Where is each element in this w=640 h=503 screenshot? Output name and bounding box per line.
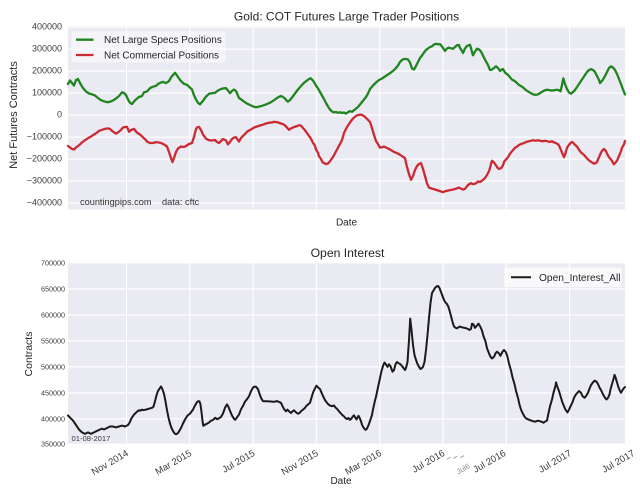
svg-text:Date: Date [336, 218, 358, 229]
svg-text:Contracts: Contracts [23, 332, 35, 377]
svg-text:Net Large Specs Positions: Net Large Specs Positions [104, 35, 222, 46]
svg-text:01-08-2017: 01-08-2017 [72, 434, 111, 443]
svg-text:650000: 650000 [41, 284, 65, 293]
svg-text:700000: 700000 [41, 258, 65, 267]
svg-text:Open Interest: Open Interest [311, 246, 385, 260]
svg-text:500000: 500000 [41, 362, 65, 371]
svg-text:300000: 300000 [32, 43, 62, 53]
svg-text:600000: 600000 [41, 310, 65, 319]
svg-text:−400000: −400000 [27, 197, 62, 207]
svg-text:−300000: −300000 [27, 175, 62, 185]
svg-text:400000: 400000 [32, 21, 62, 31]
svg-text:data: cftc: data: cftc [162, 197, 200, 207]
svg-text:550000: 550000 [41, 336, 65, 345]
svg-text:−100000: −100000 [27, 131, 62, 141]
svg-text:200000: 200000 [32, 65, 62, 75]
svg-text:−200000: −200000 [27, 153, 62, 163]
svg-text:Date: Date [330, 476, 352, 487]
svg-text:Net Commercial Positions: Net Commercial Positions [104, 51, 219, 62]
svg-text:Gold: COT Futures Large Trader: Gold: COT Futures Large Trader Positions [234, 10, 459, 24]
svg-text:Open_Interest_All: Open_Interest_All [539, 273, 621, 284]
svg-text:0: 0 [57, 109, 62, 119]
svg-text:Net Futures Contracts: Net Futures Contracts [8, 61, 20, 169]
svg-text:350000: 350000 [41, 440, 65, 449]
svg-text:400000: 400000 [41, 414, 65, 423]
svg-text:450000: 450000 [41, 388, 65, 397]
svg-text:countingpips.com: countingpips.com [80, 197, 152, 207]
svg-text:100000: 100000 [32, 87, 62, 97]
